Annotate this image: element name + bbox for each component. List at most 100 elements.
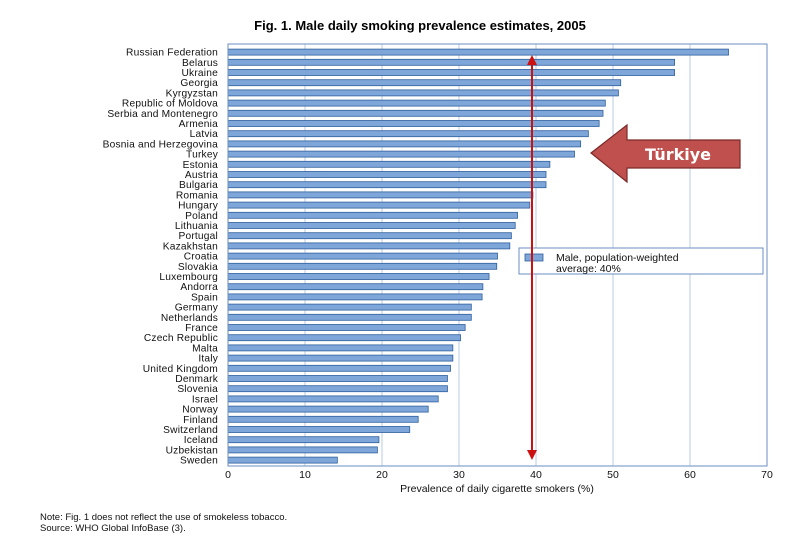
- arrowhead-up-icon: [527, 55, 537, 65]
- bar: [227, 89, 619, 97]
- bar: [227, 222, 516, 229]
- bar: [227, 405, 429, 413]
- category-label: Hungary: [178, 201, 219, 212]
- category-label: Netherlands: [161, 313, 218, 324]
- arrowhead-down-icon: [527, 450, 537, 460]
- bar: [227, 436, 380, 444]
- x-tick-label: 10: [299, 469, 311, 481]
- bar: [227, 273, 490, 280]
- x-tick-label: 20: [376, 469, 388, 481]
- category-label: Romania: [176, 190, 218, 201]
- source-text: Source: WHO Global InfoBase (3).: [40, 523, 186, 534]
- category-label: Denmark: [175, 374, 218, 385]
- bar: [227, 109, 604, 117]
- bar: [227, 201, 531, 209]
- category-label: Austria: [185, 170, 218, 181]
- category-label: Finland: [183, 415, 218, 426]
- plot-frame: [227, 43, 768, 467]
- bar: [227, 130, 589, 138]
- bars: [227, 48, 729, 464]
- category-label: Estonia: [183, 160, 219, 171]
- note-text: Note: Fig. 1 does not reflect the use of…: [40, 512, 287, 523]
- bar: [227, 160, 551, 168]
- bar: [227, 69, 676, 76]
- x-tick-label: 70: [761, 469, 773, 481]
- turkiye-callout: Türkiye: [590, 123, 741, 184]
- bar: [227, 262, 498, 270]
- bar: [227, 395, 439, 403]
- category-label: Uzbekistan: [166, 445, 218, 456]
- category-label: Slovenia: [177, 384, 218, 395]
- category-label: Israel: [192, 394, 218, 405]
- category-label: Slovakia: [178, 262, 218, 273]
- category-label: Poland: [185, 211, 218, 222]
- category-label: Belarus: [182, 58, 218, 69]
- bar: [227, 99, 606, 107]
- category-label: Andorra: [180, 282, 218, 293]
- x-axis-label: Prevalence of daily cigarette smokers (%…: [400, 483, 594, 495]
- category-labels: Russian FederationBelarusUkraineGeorgiaK…: [103, 48, 219, 467]
- bar: [227, 456, 338, 464]
- category-label: France: [185, 323, 218, 334]
- category-label: Iceland: [184, 435, 218, 446]
- category-label: Malta: [192, 343, 218, 354]
- bar: [227, 446, 378, 454]
- category-label: Kyrgyzstan: [166, 88, 218, 99]
- category-label: Sweden: [180, 456, 218, 467]
- bar: [227, 283, 484, 291]
- bar: [227, 79, 622, 87]
- bar: [227, 242, 511, 250]
- bar: [227, 385, 448, 393]
- bar: [227, 181, 547, 189]
- category-label: Serbia and Montenegro: [107, 109, 218, 120]
- average-reference-line: [527, 55, 537, 460]
- category-label: Ukraine: [181, 68, 218, 79]
- category-label: Germany: [175, 303, 219, 314]
- bar: [227, 58, 676, 66]
- category-label: Czech Republic: [144, 333, 218, 344]
- x-tick-labels: 0 10 20 30 40 50 60 70: [225, 469, 773, 481]
- bar: [227, 120, 600, 127]
- category-label: Bulgaria: [179, 180, 218, 191]
- category-label: Spain: [191, 292, 218, 303]
- bar: [227, 375, 448, 382]
- category-label: Russian Federation: [126, 48, 218, 59]
- bar: [227, 415, 419, 423]
- bar: [227, 252, 498, 260]
- bar: [227, 426, 411, 433]
- category-label: Armenia: [179, 119, 218, 130]
- x-tick-label: 60: [684, 469, 696, 481]
- bar: [227, 354, 454, 362]
- bar: [227, 211, 518, 219]
- category-label: Republic of Moldova: [122, 99, 218, 110]
- x-tick-label: 30: [453, 469, 465, 481]
- category-label: Italy: [198, 354, 218, 365]
- category-label: Switzerland: [163, 425, 218, 436]
- bar: [227, 48, 729, 56]
- legend-label-line2: average: 40%: [556, 263, 621, 275]
- bar: [227, 364, 451, 372]
- legend-box: [518, 247, 764, 275]
- bar: [227, 344, 454, 352]
- category-label: Luxembourg: [159, 272, 218, 283]
- bar: [227, 171, 547, 178]
- bar: [227, 140, 582, 148]
- bar: [227, 232, 512, 240]
- category-label: United Kingdom: [143, 364, 218, 375]
- category-label: Latvia: [190, 129, 219, 140]
- legend: Male, population-weighted average: 40%: [518, 247, 764, 275]
- category-label: Georgia: [180, 78, 218, 89]
- category-label: Lithuania: [175, 221, 218, 232]
- bar: [227, 191, 534, 199]
- bar: [227, 324, 466, 331]
- callout-arrow-shape: [590, 123, 741, 184]
- legend-swatch: [524, 253, 544, 262]
- category-label: Bosnia and Herzegovina: [103, 139, 219, 150]
- legend-label-line1: Male, population-weighted: [556, 252, 679, 264]
- callout-label: Türkiye: [645, 145, 711, 164]
- bar: [227, 150, 575, 158]
- category-label: Turkey: [186, 150, 219, 161]
- category-label: Norway: [182, 405, 218, 416]
- x-tick-label: 50: [607, 469, 619, 481]
